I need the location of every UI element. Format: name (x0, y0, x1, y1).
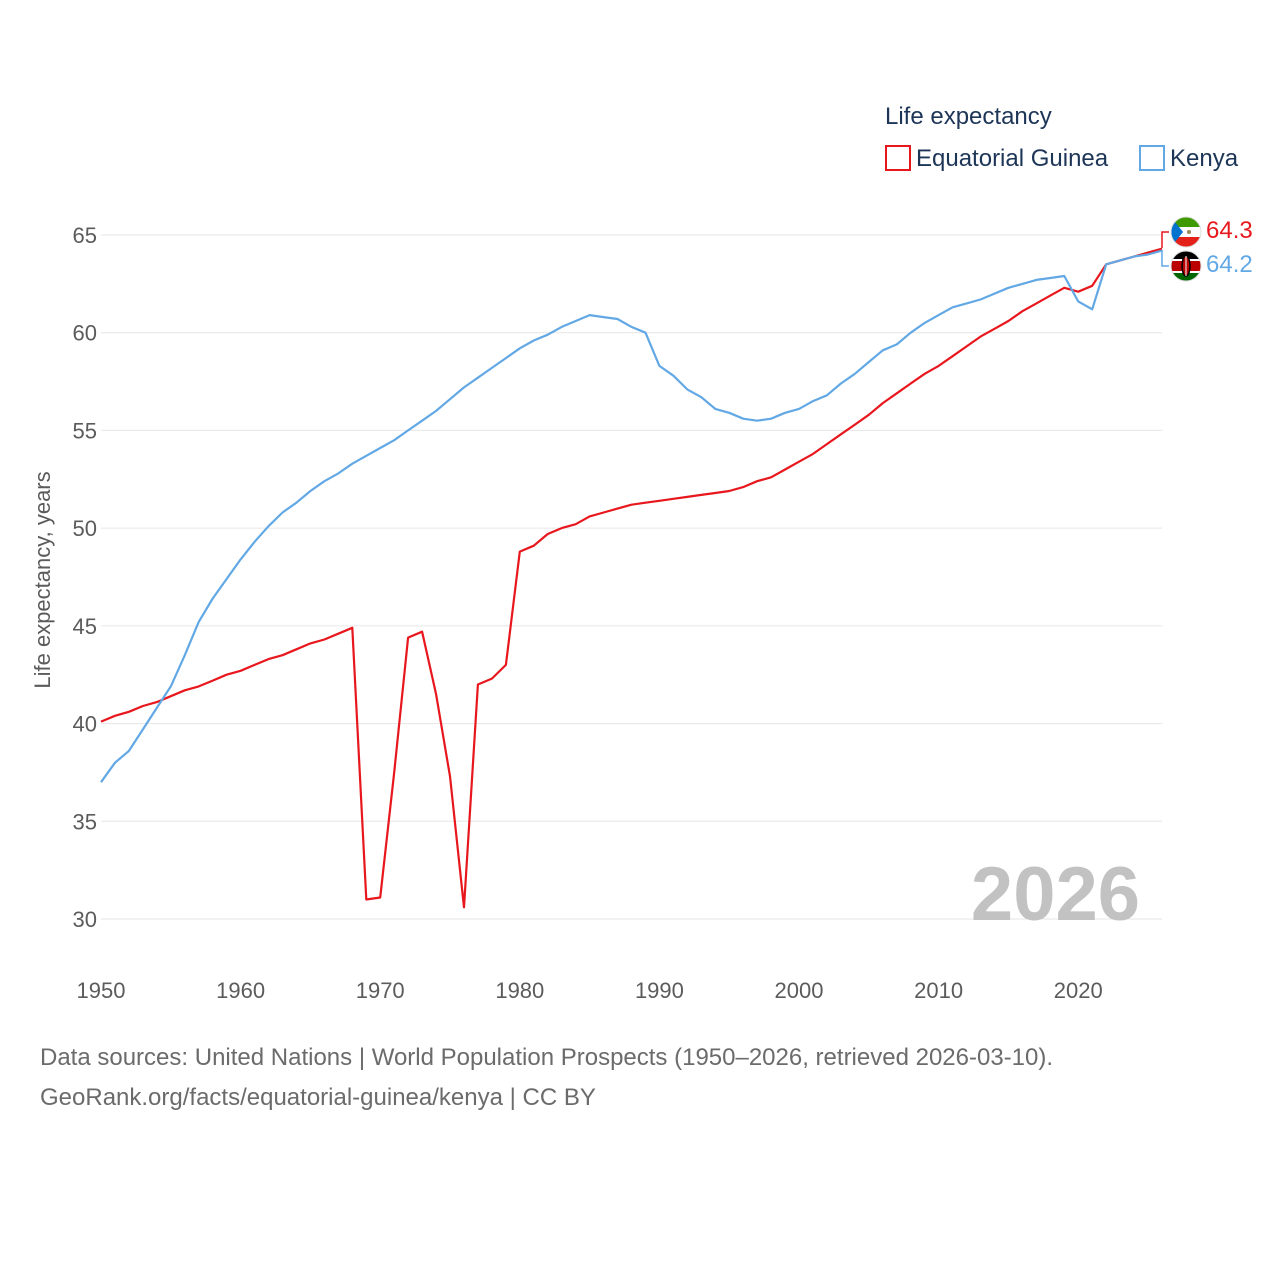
x-tick-label: 1960 (216, 978, 265, 1003)
y-tick-label: 30 (73, 907, 97, 932)
x-tick-label: 1970 (356, 978, 405, 1003)
grid-lines (101, 234, 1162, 920)
x-tick-label: 2000 (775, 978, 824, 1003)
y-tick-label: 50 (73, 516, 97, 541)
y-tick-label: 40 (73, 712, 97, 737)
end-value-equatorial-guinea: 64.3 (1206, 217, 1253, 244)
credit-line: GeoRank.org/facts/equatorial-guinea/keny… (40, 1084, 596, 1111)
legend-item-kenya[interactable]: Kenya (1139, 145, 1239, 172)
legend-item-equatorial-guinea[interactable]: Equatorial Guinea (885, 145, 1109, 172)
legend-label-kenya: Kenya (1170, 145, 1239, 172)
end-connector-equatorial-guinea (1161, 231, 1169, 248)
legend-label-equatorial-guinea: Equatorial Guinea (916, 145, 1109, 172)
end-connector-kenya (1161, 250, 1169, 267)
series-lines (100, 247, 1163, 909)
end-markers: 64.3 64.2 (1161, 216, 1253, 282)
legend-swatch-kenya (1139, 145, 1165, 171)
data-source-note: Data sources: United Nations | World Pop… (40, 1044, 1054, 1071)
x-axis-ticks: 1950 1960 1970 1980 1990 2000 2010 2020 (77, 978, 1103, 1003)
legend: Life expectancy Equatorial Guinea Kenya (885, 103, 1239, 172)
series-line-kenya[interactable] (100, 249, 1163, 783)
kenya-flag-icon (1170, 250, 1202, 282)
x-tick-label: 2020 (1054, 978, 1103, 1003)
x-tick-label: 1950 (77, 978, 126, 1003)
y-axis-title: Life expectancy, years (30, 471, 55, 688)
y-tick-label: 35 (73, 809, 97, 834)
legend-swatch-equatorial-guinea (885, 145, 911, 171)
x-tick-label: 2010 (914, 978, 963, 1003)
x-tick-label: 1990 (635, 978, 684, 1003)
x-tick-label: 1980 (495, 978, 544, 1003)
y-tick-label: 45 (73, 614, 97, 639)
y-tick-label: 65 (73, 223, 97, 248)
end-value-kenya: 64.2 (1206, 251, 1253, 278)
legend-title: Life expectancy (885, 103, 1052, 130)
series-line-equatorial-guinea[interactable] (100, 247, 1163, 909)
current-year-watermark: 2026 (971, 852, 1140, 937)
life-expectancy-chart: 30 35 40 45 50 55 60 65 1950 1960 1970 1980 1990 200… (30, 103, 1253, 1003)
y-tick-label: 60 (73, 321, 97, 346)
equatorial-guinea-flag-icon (1170, 216, 1202, 248)
y-tick-label: 55 (73, 418, 97, 443)
y-axis-ticks: 30 35 40 45 50 55 60 65 (73, 223, 97, 932)
